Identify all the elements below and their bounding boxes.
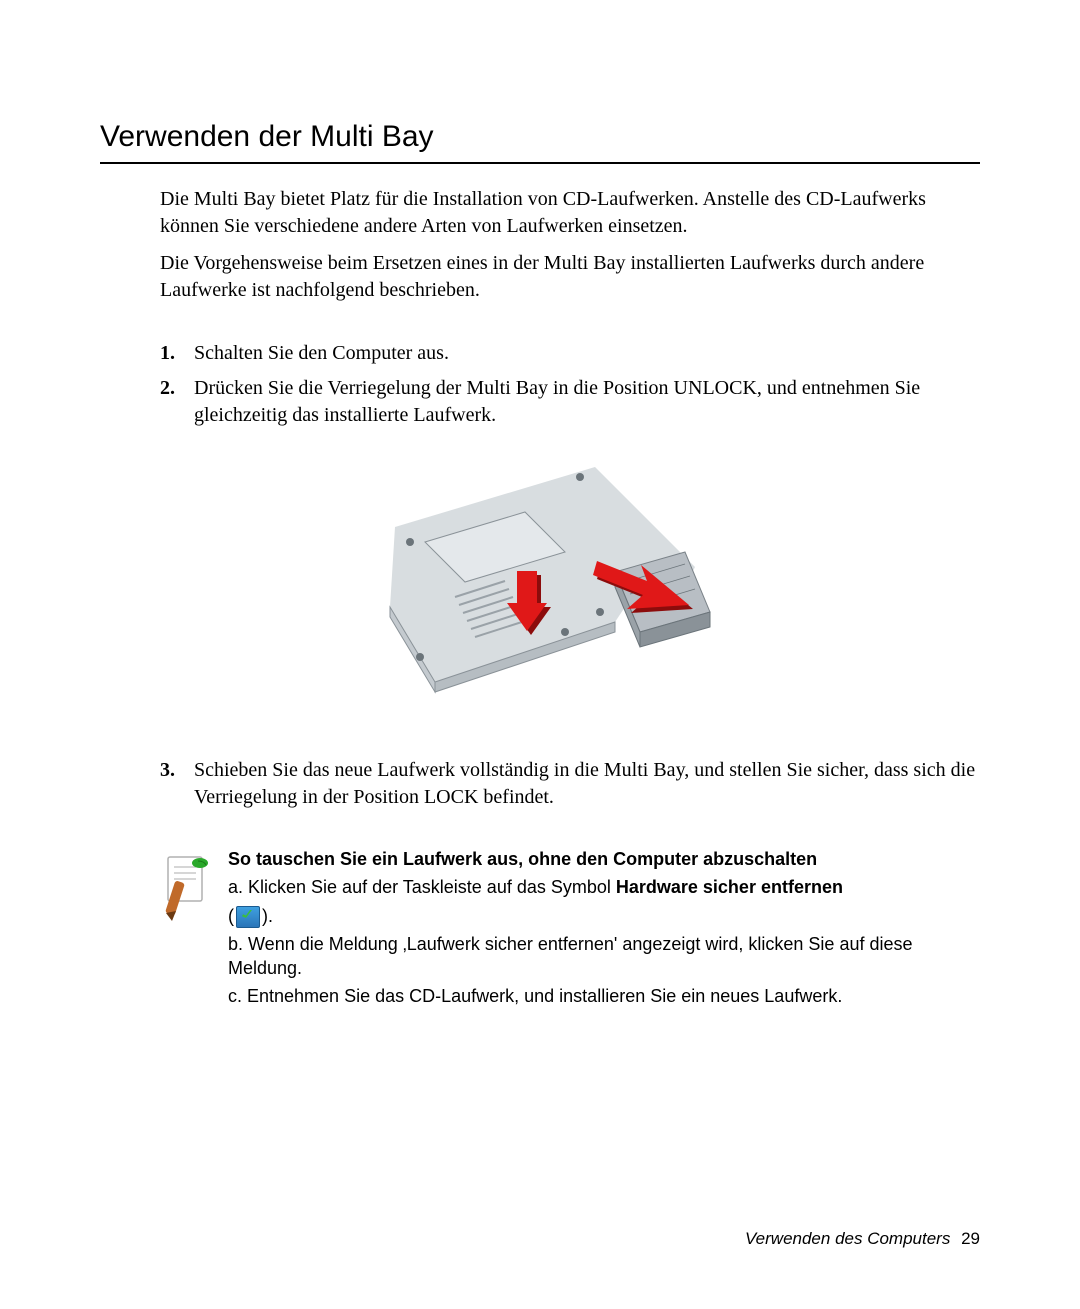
screw bbox=[406, 538, 414, 546]
step-text: Schieben Sie das neue Laufwerk vollständ… bbox=[194, 757, 980, 811]
intro-paragraph-2: Die Vorgehensweise beim Ersetzen eines i… bbox=[160, 250, 980, 304]
note-pencil-icon bbox=[160, 851, 214, 926]
note-body: So tauschen Sie ein Laufwerk aus, ohne d… bbox=[228, 847, 980, 1013]
step-number: 1. bbox=[160, 340, 194, 367]
step-number: 3. bbox=[160, 757, 194, 811]
intro-paragraph-1: Die Multi Bay bietet Platz für die Insta… bbox=[160, 186, 980, 240]
note-line-b: b. Wenn die Meldung ‚Laufwerk sicher ent… bbox=[228, 932, 980, 981]
paren-close: ). bbox=[262, 906, 273, 926]
laptop-multibay-figure bbox=[365, 457, 715, 717]
note-a-bold: Hardware sicher entfernen bbox=[616, 877, 843, 897]
note-line-a: a. Klicken Sie auf der Taskleiste auf da… bbox=[228, 875, 980, 899]
safely-remove-hardware-icon bbox=[236, 906, 260, 928]
intro-block: Die Multi Bay bietet Platz für die Insta… bbox=[160, 186, 980, 304]
footer-text: Verwenden des Computers bbox=[745, 1229, 950, 1248]
step-3: 3. Schieben Sie das neue Laufwerk vollst… bbox=[160, 757, 980, 811]
note-line-a-paren: (). bbox=[228, 904, 980, 928]
page-footer: Verwenden des Computers 29 bbox=[745, 1229, 980, 1249]
note-title: So tauschen Sie ein Laufwerk aus, ohne d… bbox=[228, 847, 980, 871]
step-text: Schalten Sie den Computer aus. bbox=[194, 340, 980, 367]
step-2: 2. Drücken Sie die Verriegelung der Mult… bbox=[160, 375, 980, 429]
note-line-c: c. Entnehmen Sie das CD-Laufwerk, und in… bbox=[228, 984, 980, 1008]
screw bbox=[596, 608, 604, 616]
screw bbox=[416, 653, 424, 661]
ordered-steps-continued: 3. Schieben Sie das neue Laufwerk vollst… bbox=[160, 757, 980, 811]
paren-open: ( bbox=[228, 906, 234, 926]
step-text: Drücken Sie die Verriegelung der Multi B… bbox=[194, 375, 980, 429]
ordered-steps: 1. Schalten Sie den Computer aus. 2. Drü… bbox=[160, 340, 980, 429]
heading-rule bbox=[100, 162, 980, 164]
step-1: 1. Schalten Sie den Computer aus. bbox=[160, 340, 980, 367]
step-number: 2. bbox=[160, 375, 194, 429]
note-block: So tauschen Sie ein Laufwerk aus, ohne d… bbox=[160, 847, 980, 1013]
footer-page-number: 29 bbox=[961, 1229, 980, 1248]
document-page: Verwenden der Multi Bay Die Multi Bay bi… bbox=[0, 0, 1080, 1309]
laptop-illustration-svg bbox=[365, 457, 715, 717]
page-heading: Verwenden der Multi Bay bbox=[100, 120, 980, 154]
note-a-pre: a. Klicken Sie auf der Taskleiste auf da… bbox=[228, 877, 616, 897]
screw bbox=[576, 473, 584, 481]
screw bbox=[561, 628, 569, 636]
